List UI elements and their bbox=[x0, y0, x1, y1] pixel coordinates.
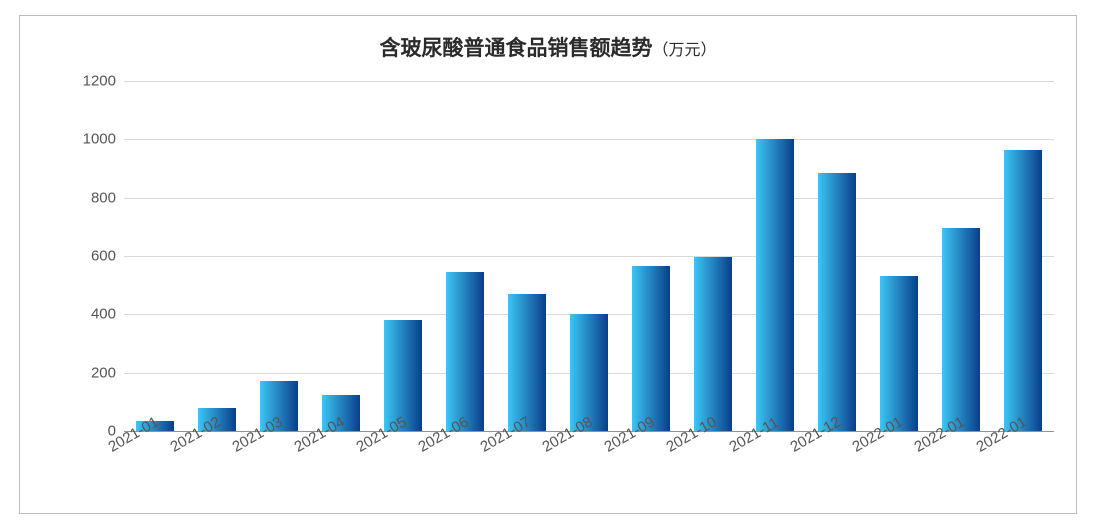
bar-slot: 2021-04 bbox=[310, 81, 372, 431]
bar bbox=[570, 314, 608, 431]
bar-slot: 2021-12 bbox=[806, 81, 868, 431]
bar bbox=[818, 173, 856, 431]
y-tick-label: 0 bbox=[108, 423, 124, 440]
y-tick-label: 200 bbox=[91, 364, 124, 381]
bar bbox=[880, 276, 918, 431]
bars-container: 2021-012021-022021-032021-042021-052021-… bbox=[124, 81, 1054, 431]
bar-slot: 2021-11 bbox=[744, 81, 806, 431]
chart-title: 含玻尿酸普通食品销售额趋势（万元） bbox=[20, 16, 1076, 62]
bar-slot: 2021-07 bbox=[496, 81, 558, 431]
y-tick-label: 1200 bbox=[83, 73, 124, 90]
bar-slot: 2021-01 bbox=[124, 81, 186, 431]
bar-slot: 2021-05 bbox=[372, 81, 434, 431]
bar bbox=[1004, 150, 1042, 431]
bar bbox=[384, 320, 422, 431]
bar-slot: 2021-03 bbox=[248, 81, 310, 431]
bar bbox=[632, 266, 670, 431]
y-tick-label: 800 bbox=[91, 189, 124, 206]
bar bbox=[756, 139, 794, 431]
bar-slot: 2022-01 bbox=[868, 81, 930, 431]
bar-slot: 2021-09 bbox=[620, 81, 682, 431]
title-main: 含玻尿酸普通食品销售额趋势 bbox=[379, 37, 652, 60]
bar-slot: 2021-10 bbox=[682, 81, 744, 431]
bar-slot: 2021-02 bbox=[186, 81, 248, 431]
bar-slot: 2021-08 bbox=[558, 81, 620, 431]
y-tick-label: 600 bbox=[91, 248, 124, 265]
bar bbox=[446, 272, 484, 431]
bar-slot: 2022-01 bbox=[930, 81, 992, 431]
y-tick-label: 1000 bbox=[83, 131, 124, 148]
title-unit: （万元） bbox=[652, 42, 716, 59]
bar bbox=[508, 294, 546, 431]
bar-slot: 2022-01 bbox=[992, 81, 1054, 431]
chart-card: 含玻尿酸普通食品销售额趋势（万元） 2021-012021-022021-032… bbox=[19, 15, 1077, 514]
bar-slot: 2021-06 bbox=[434, 81, 496, 431]
bar bbox=[942, 228, 980, 431]
y-tick-label: 400 bbox=[91, 306, 124, 323]
bar bbox=[694, 257, 732, 431]
plot-area: 2021-012021-022021-032021-042021-052021-… bbox=[124, 81, 1054, 431]
